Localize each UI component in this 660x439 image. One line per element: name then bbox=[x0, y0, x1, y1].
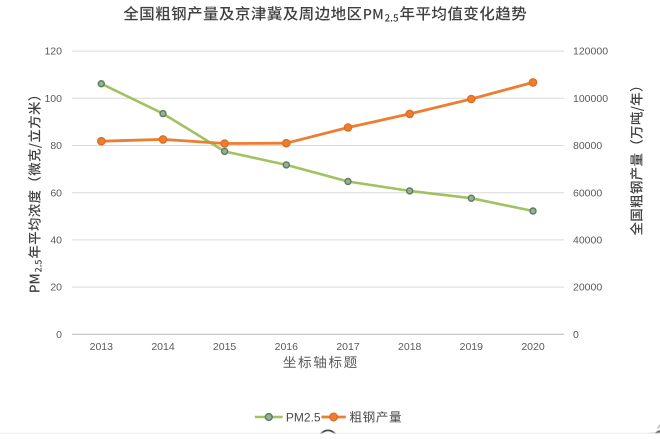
svg-text:2020: 2020 bbox=[521, 341, 545, 353]
svg-text:2018: 2018 bbox=[398, 341, 422, 353]
svg-text:120000: 120000 bbox=[573, 46, 608, 58]
svg-text:2017: 2017 bbox=[336, 341, 360, 353]
svg-text:2016: 2016 bbox=[275, 341, 299, 353]
svg-text:2013: 2013 bbox=[90, 341, 114, 353]
svg-text:80: 80 bbox=[50, 140, 62, 152]
svg-text:0: 0 bbox=[573, 329, 579, 341]
svg-text:100000: 100000 bbox=[573, 93, 608, 105]
svg-text:60: 60 bbox=[50, 187, 62, 199]
svg-text:2014: 2014 bbox=[151, 341, 175, 353]
svg-text:60000: 60000 bbox=[573, 187, 602, 199]
svg-text:40: 40 bbox=[50, 235, 62, 247]
svg-text:20000: 20000 bbox=[573, 282, 602, 294]
svg-text:120: 120 bbox=[44, 46, 62, 58]
svg-text:PM2.5: PM2.5 bbox=[286, 410, 321, 424]
svg-text:2019: 2019 bbox=[460, 341, 484, 353]
svg-text:0: 0 bbox=[56, 329, 62, 341]
svg-text:20: 20 bbox=[50, 282, 62, 294]
svg-text:2015: 2015 bbox=[213, 341, 237, 353]
svg-text:100: 100 bbox=[44, 93, 62, 105]
svg-text:80000: 80000 bbox=[573, 140, 602, 152]
svg-text:40000: 40000 bbox=[573, 235, 602, 247]
